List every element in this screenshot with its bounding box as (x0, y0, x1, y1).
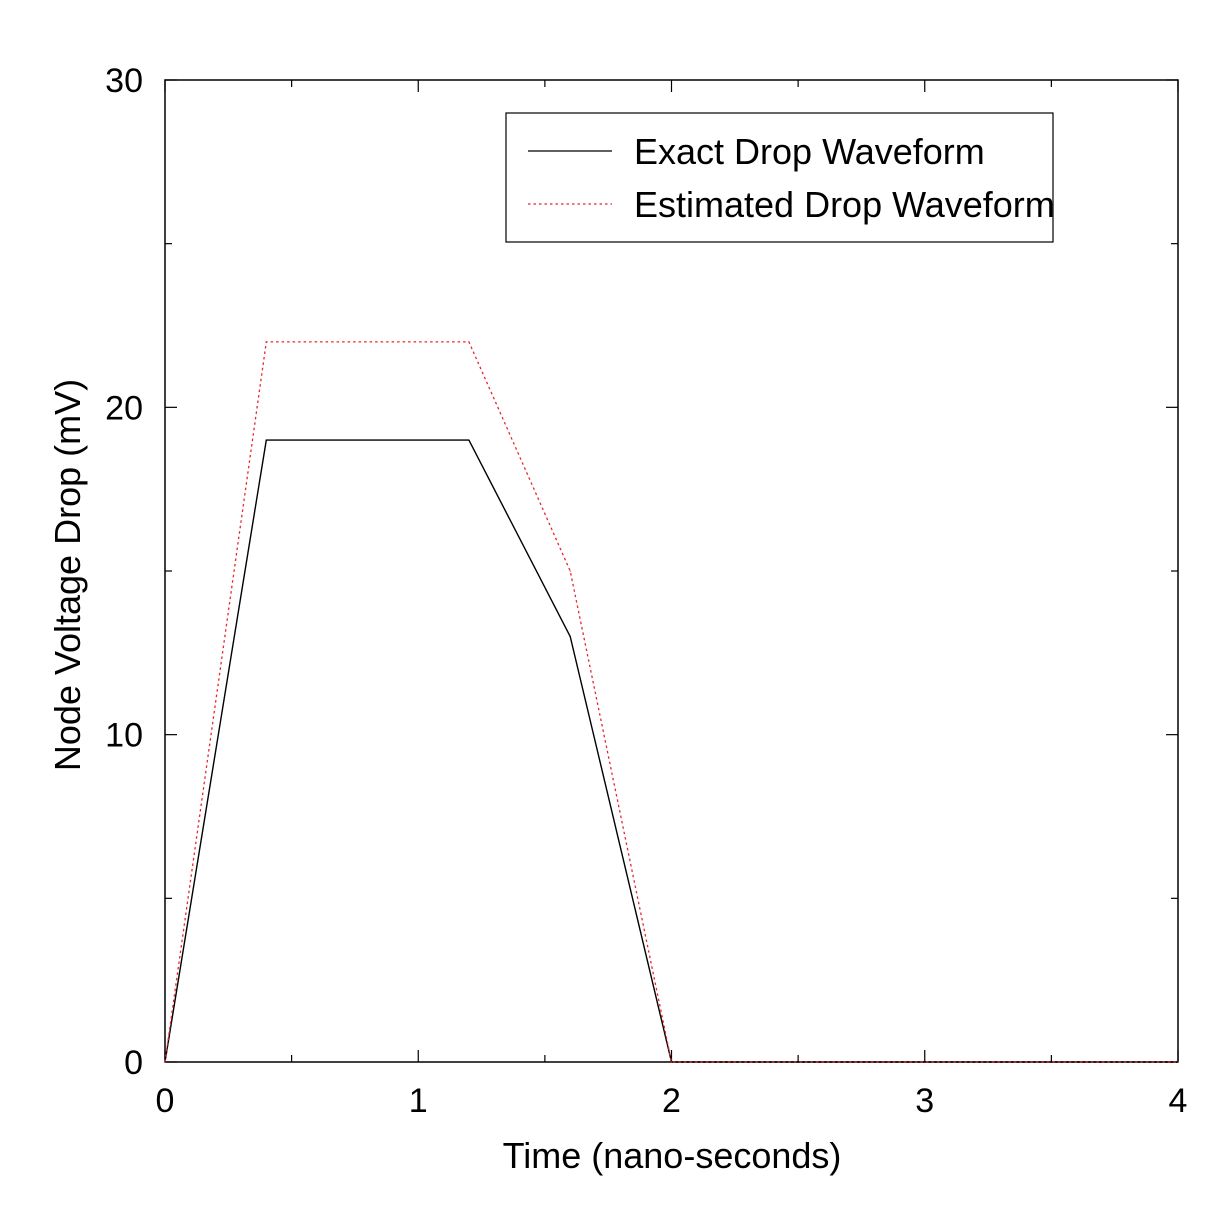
legend-box (505, 112, 1054, 243)
series-line-1 (164, 341, 1178, 1063)
data-point (569, 570, 571, 572)
x-tick-label: 2 (662, 1082, 681, 1120)
axis-ticks (164, 79, 1179, 1063)
x-tick-label: 1 (409, 1082, 428, 1120)
data-point (265, 439, 267, 441)
data-point (468, 341, 470, 343)
legend-label-exact: Exact Drop Waveform (634, 131, 985, 172)
legend-label-estimated: Estimated Drop Waveform (634, 184, 1055, 225)
y-tick-label: 20 (105, 389, 143, 427)
data-point (468, 439, 470, 441)
y-tick-label: 10 (105, 717, 143, 755)
series-lines (164, 341, 1179, 1063)
y-tick-label: 0 (124, 1044, 143, 1082)
legend: Exact Drop Waveform Estimated Drop Wavef… (505, 112, 1055, 243)
y-tick-labels: 0 10 20 30 (105, 62, 143, 1082)
data-point (670, 1061, 673, 1063)
data-point (1177, 1061, 1179, 1063)
data-point (164, 1061, 166, 1063)
x-tick-label: 0 (156, 1082, 175, 1120)
data-point (265, 341, 267, 343)
x-axis-title: Time (nano-seconds) (503, 1135, 842, 1176)
data-point (569, 635, 571, 638)
x-tick-label: 4 (1169, 1082, 1188, 1120)
y-tick-label: 30 (105, 62, 143, 100)
x-tick-labels: 0 1 2 3 4 (156, 1082, 1188, 1120)
series-line-0 (164, 439, 1178, 1063)
y-axis-title: Node Voltage Drop (mV) (47, 379, 88, 771)
x-tick-label: 3 (915, 1082, 934, 1120)
